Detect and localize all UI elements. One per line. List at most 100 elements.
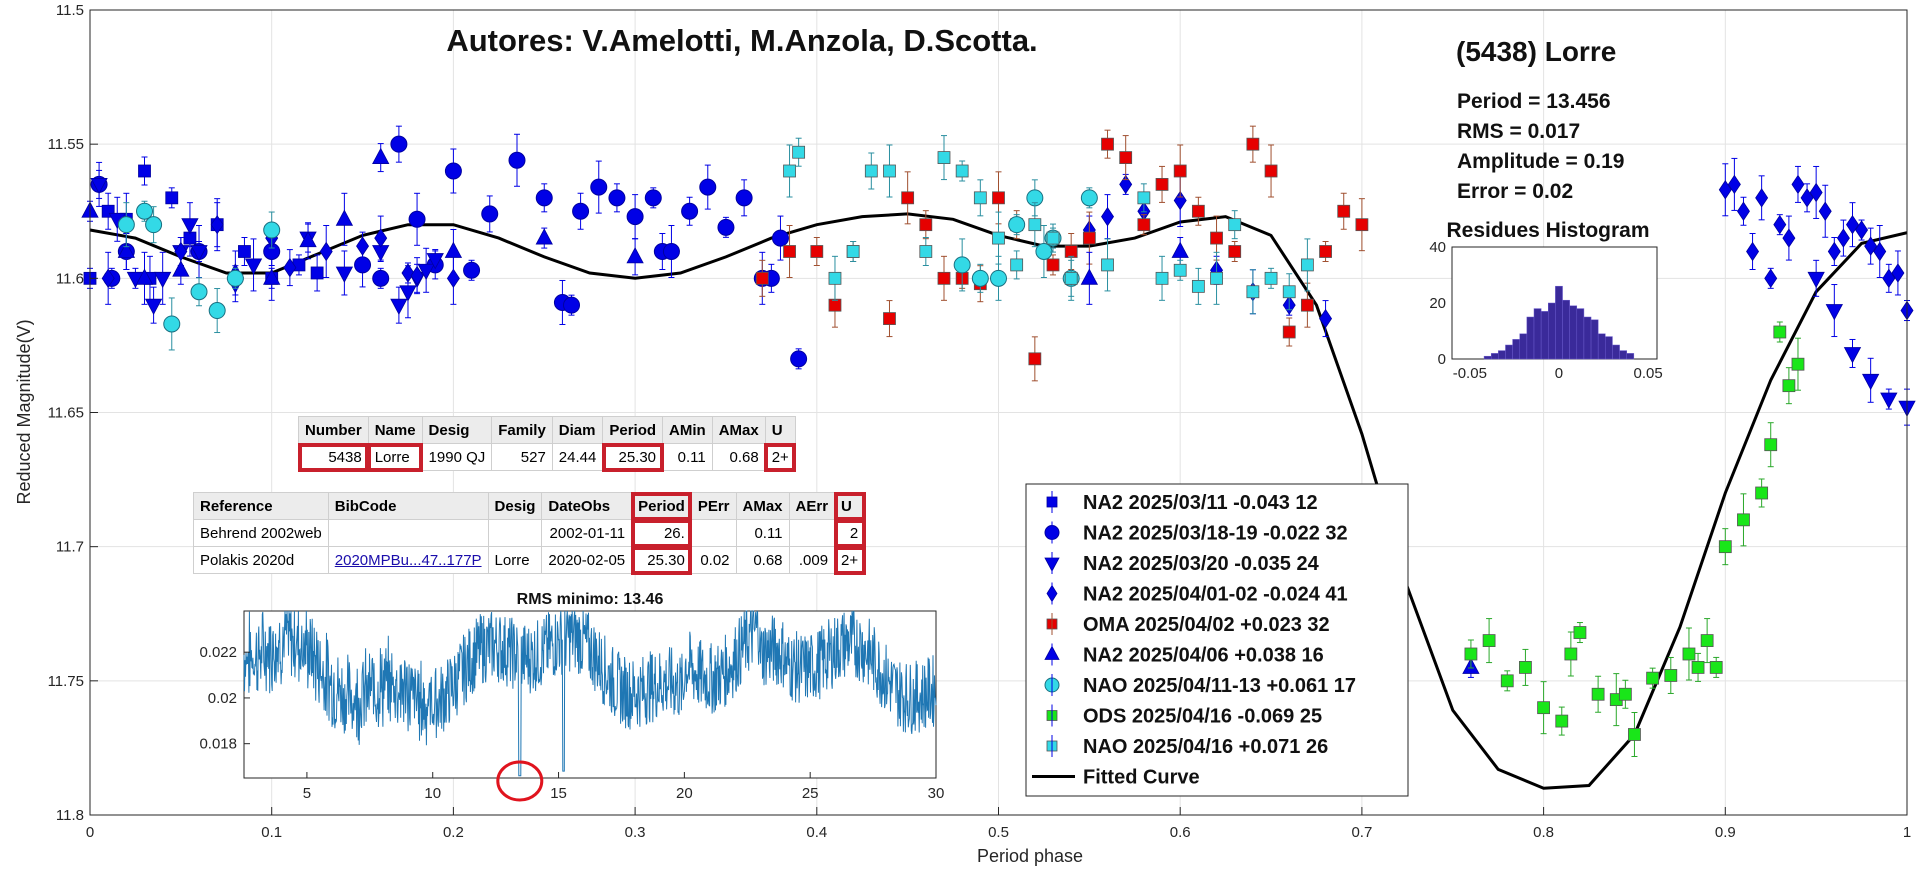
data-point: [1210, 231, 1223, 245]
data-point: [810, 245, 824, 258]
residues-histogram: Residues Histogram -0.05 0 0.05 0 20 40: [1429, 219, 1662, 382]
data-point: [771, 229, 789, 247]
legend-label: NA2 2025/03/20 -0.035 24: [1083, 553, 1320, 575]
data-point: [1664, 669, 1678, 682]
series-6: [117, 179, 1098, 351]
data-point: [953, 256, 971, 274]
data-point: [1773, 325, 1787, 339]
data-point: [1064, 245, 1078, 258]
references-cell: 0.11: [735, 519, 790, 547]
references-cell: [788, 519, 836, 547]
data-point: [372, 269, 390, 287]
lcdb-summary-table: Number Name Desig Family Diam Period AMin AMax U…: [297, 416, 797, 472]
error-text: Error = 0.02: [1457, 180, 1573, 203]
data-point: [181, 218, 199, 235]
data-point: [226, 269, 244, 287]
y-tick-label: 11.8: [56, 807, 84, 824]
histogram-bar: [1555, 285, 1563, 360]
data-point: [1861, 373, 1880, 391]
data-point: [1010, 258, 1024, 272]
periodogram-y-tick: 0.02: [208, 690, 237, 707]
x-tick-label: 0.7: [1351, 824, 1372, 841]
data-point: [1646, 671, 1660, 685]
series-8: [783, 135, 1314, 315]
data-point: [919, 218, 933, 232]
data-points-group: [81, 125, 1916, 757]
data-point: [138, 164, 151, 178]
y-tick-label: 11.5: [56, 2, 84, 19]
data-point: [1782, 379, 1796, 393]
series-2: [90, 169, 1916, 426]
data-point: [1809, 182, 1823, 203]
data-point: [1300, 298, 1314, 312]
data-point: [172, 260, 190, 277]
lcdb-cell: 0.11: [662, 443, 713, 471]
data-point: [263, 268, 281, 285]
axis-ticks: 0 0.1 0.2 0.3 0.4 0.5 0.6 0.7 0.8 0.9 1 11.5 11.55 11…: [48, 2, 1912, 841]
data-point: [401, 263, 415, 283]
legend-label: NAO 2025/04/16 +0.071 26: [1083, 736, 1328, 758]
data-point: [1101, 137, 1114, 151]
data-point: [135, 268, 154, 285]
data-point: [1171, 241, 1189, 258]
histogram-bar: [1512, 339, 1520, 360]
data-point: [792, 145, 806, 159]
histogram-y-tick: 40: [1429, 239, 1446, 256]
lcdb-header-cell: Period: [602, 416, 664, 444]
data-point: [626, 208, 644, 226]
data-point: [699, 178, 717, 196]
histogram-x-tick: 0.05: [1633, 365, 1662, 382]
references-table: Reference BibCode Desig DateObs Period PErr AM…: [193, 491, 866, 575]
legend-label: OMA 2025/04/02 +0.023 32: [1083, 614, 1330, 636]
data-point: [1228, 218, 1242, 232]
y-axis-label: Reduced Magnitude(V): [14, 319, 34, 504]
data-point: [1080, 189, 1098, 207]
data-point: [1035, 243, 1053, 260]
lcdb-header-cell: Desig: [421, 416, 493, 444]
data-point: [1807, 271, 1825, 289]
references-row: Behrend 2002web 2002-01-11 26. 0.11 2: [193, 518, 866, 548]
data-point: [901, 191, 915, 205]
data-point: [426, 253, 444, 270]
legend-box: [1025, 483, 1409, 797]
data-point: [1319, 308, 1333, 329]
references-cell: 0.68: [735, 546, 790, 574]
histogram-bar: [1626, 353, 1635, 360]
data-point: [992, 191, 1005, 205]
data-point: [1855, 220, 1869, 240]
data-point: [1155, 178, 1169, 191]
data-point: [208, 302, 226, 320]
data-point: [444, 241, 463, 258]
data-point: [165, 191, 179, 205]
lcdb-cell: 25.30: [601, 442, 664, 472]
x-tick-label: 0.6: [1170, 824, 1191, 841]
data-point: [681, 202, 699, 220]
data-point: [1210, 271, 1223, 285]
data-point: [319, 241, 333, 262]
data-point: [1500, 674, 1514, 688]
lcdb-header-cell: Family: [491, 416, 553, 444]
bibcode-link[interactable]: 2020MPBu...47..177P: [327, 546, 489, 574]
data-point: [1691, 661, 1705, 674]
histogram-bar: [1483, 355, 1492, 360]
data-point: [1082, 231, 1096, 245]
data-point: [1300, 258, 1314, 272]
data-point: [244, 258, 263, 275]
amplitude-text: Amplitude = 0.19: [1457, 150, 1624, 173]
y-tick-label: 11.6: [56, 270, 84, 287]
x-axis-label: Period phase: [977, 846, 1083, 866]
data-point: [937, 151, 951, 164]
data-point: [1355, 218, 1369, 232]
data-point: [919, 245, 933, 258]
histogram-bar: [1576, 308, 1585, 360]
data-point: [417, 263, 435, 281]
lcdb-header-cell: AMin: [662, 416, 713, 444]
data-point: [335, 209, 354, 226]
data-point: [1782, 228, 1796, 248]
data-point: [1119, 151, 1133, 164]
data-point: [210, 214, 224, 235]
data-point: [1028, 218, 1042, 232]
data-point: [828, 271, 842, 285]
data-point: [626, 247, 644, 264]
x-tick-label: 0.9: [1715, 824, 1736, 841]
